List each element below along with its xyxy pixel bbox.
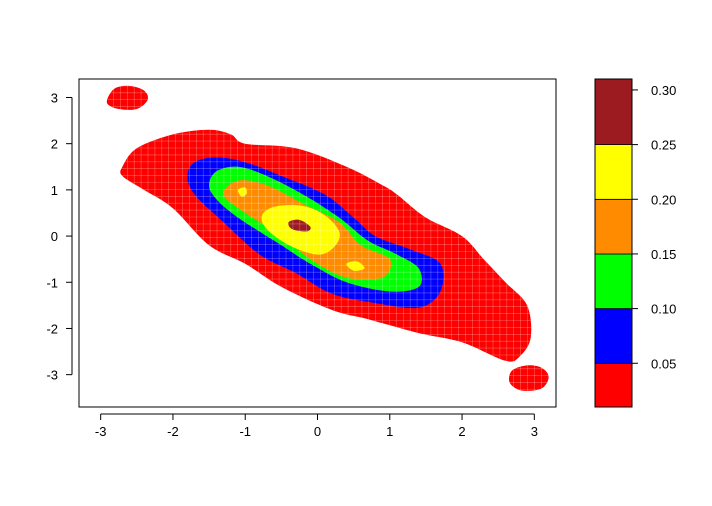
contour-island-top-left <box>106 85 149 110</box>
contour-regions <box>106 85 549 391</box>
y-tick-label: 1 <box>51 183 58 198</box>
x-axis: -3 -2 -1 0 1 2 3 <box>95 413 538 439</box>
x-tick-label: 2 <box>458 424 465 439</box>
legend-tick-label: 0.30 <box>651 83 676 98</box>
x-tick-label: 1 <box>386 424 393 439</box>
x-tick-label: -2 <box>167 424 179 439</box>
legend-swatch <box>594 308 633 364</box>
legend-tick-label: 0.05 <box>651 356 676 371</box>
contour-band-0-30 <box>288 219 311 232</box>
grid-lines <box>79 79 556 407</box>
x-tick-label: 0 <box>314 424 321 439</box>
contour-speck-left <box>237 187 247 197</box>
x-tick-label: -3 <box>95 424 107 439</box>
legend-tick-label: 0.20 <box>651 192 676 207</box>
legend-swatch <box>594 144 633 200</box>
legend-swatch <box>594 253 633 309</box>
legend-swatch <box>594 198 633 255</box>
x-tick-label: 3 <box>531 424 538 439</box>
legend-tick-label: 0.10 <box>651 302 676 317</box>
y-tick-label: 3 <box>51 90 58 105</box>
legend-tick-label: 0.15 <box>651 247 676 262</box>
legend-swatch <box>594 78 633 145</box>
legend-swatch <box>594 362 633 408</box>
y-tick-label: -3 <box>46 368 58 383</box>
contour-speck-right <box>346 261 365 271</box>
legend-frame <box>594 78 633 408</box>
contour-island-bottom-right <box>509 365 549 391</box>
y-axis: -3 -2 -1 0 1 2 3 <box>46 90 73 383</box>
y-tick-label: 2 <box>51 137 58 152</box>
legend-tick-label: 0.25 <box>651 138 676 153</box>
y-tick-label: 0 <box>51 229 58 244</box>
x-tick-label: -1 <box>239 424 251 439</box>
color-legend: 0.05 0.10 0.15 0.20 0.25 0.30 <box>594 78 676 408</box>
plot-frame <box>78 78 557 408</box>
y-tick-label: -2 <box>46 321 58 336</box>
y-tick-label: -1 <box>46 275 58 290</box>
